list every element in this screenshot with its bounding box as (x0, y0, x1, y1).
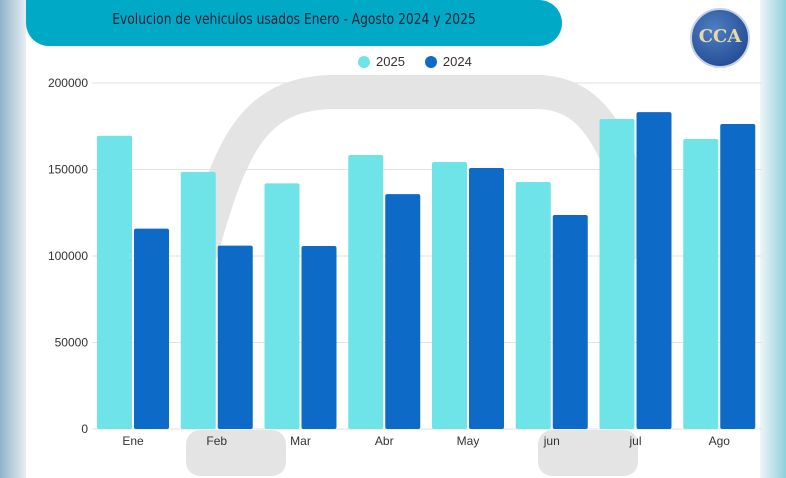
bar-2024-Feb (217, 245, 253, 429)
bar-2024-jul (636, 112, 672, 430)
bar-2024-Abr (385, 194, 421, 429)
x-tick-label: jul (628, 434, 641, 448)
logo-text: CCA (698, 26, 742, 47)
x-tick-label: jun (543, 434, 560, 448)
legend-label-2024: 2024 (442, 54, 472, 69)
y-tick-label: 0 (81, 422, 88, 436)
chart-title: Evolucion de vehiculos usados Enero - Ag… (112, 10, 476, 28)
bar-2024-May (469, 167, 504, 429)
title-banner: Evolucion de vehiculos usados Enero - Ag… (26, 0, 562, 46)
x-tick-label: Mar (290, 434, 311, 448)
x-tick-label: Ene (122, 434, 144, 448)
bar-2025-Feb (180, 171, 216, 429)
bar-2025-Ene (97, 135, 132, 429)
legend-swatch-2025 (358, 55, 370, 68)
bar-2025-jun (515, 181, 551, 429)
cca-logo: CCA (690, 8, 750, 68)
legend-item-2025: 2025 (358, 54, 405, 69)
bar-2024-Mar (301, 245, 337, 429)
bar-2024-Ene (134, 228, 169, 429)
x-tick-label: May (457, 434, 480, 448)
x-tick-label: Ago (709, 434, 731, 448)
bar-2024-Ago (720, 124, 756, 429)
right-blurred-edge (760, 0, 786, 478)
bar-2025-jul (599, 118, 635, 429)
x-tick-label: Abr (375, 434, 394, 448)
y-tick-label: 100000 (48, 249, 88, 263)
left-blurred-edge (0, 0, 26, 478)
legend-item-2024: 2024 (424, 54, 472, 69)
y-tick-label: 150000 (48, 163, 88, 177)
bar-2025-Mar (264, 183, 300, 429)
bar-2025-Abr (348, 154, 384, 429)
legend: 2025 2024 (358, 54, 472, 69)
legend-label-2025: 2025 (376, 54, 405, 69)
bar-2024-jun (552, 214, 588, 429)
y-tick-label: 200000 (48, 76, 88, 90)
legend-swatch-2024 (424, 55, 437, 68)
bar-2025-May (432, 162, 467, 429)
y-tick-label: 50000 (55, 336, 89, 350)
x-tick-label: Feb (206, 434, 227, 448)
bar-2025-Ago (683, 139, 719, 429)
